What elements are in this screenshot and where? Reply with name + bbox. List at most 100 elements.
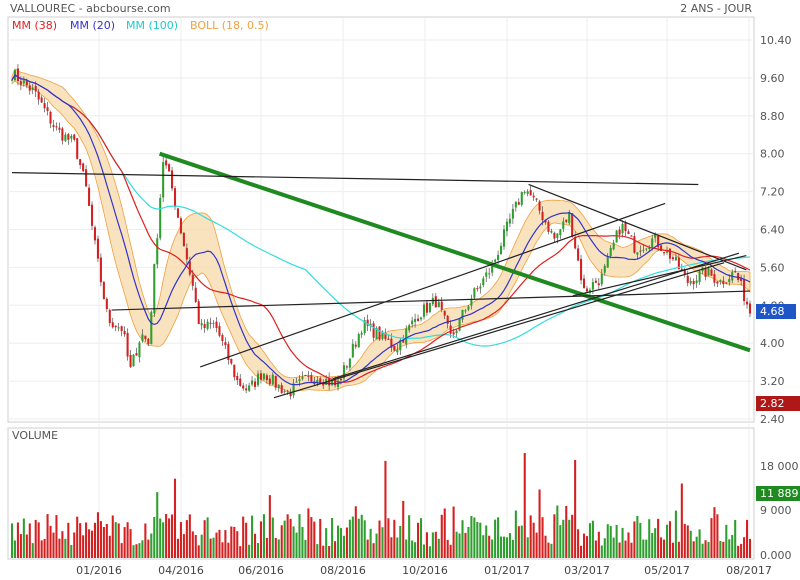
candle-body: [565, 219, 568, 222]
candle-body: [384, 332, 387, 340]
candle-body: [188, 261, 191, 275]
candle-body: [562, 221, 565, 229]
candle-body: [746, 301, 749, 305]
volume-bar: [603, 538, 606, 558]
volume-tick: 0.000: [760, 549, 792, 562]
candle-body: [185, 248, 188, 260]
volume-bar: [437, 538, 440, 558]
trendline: [199, 202, 666, 368]
candle-body: [390, 338, 393, 348]
candle-body: [532, 195, 535, 198]
candle-body: [254, 381, 257, 387]
candle-body: [360, 332, 363, 335]
volume-bar: [197, 545, 200, 558]
volume-bar: [25, 534, 28, 558]
volume-bar: [334, 541, 337, 558]
volume-bar: [150, 533, 153, 558]
candle-body: [251, 380, 254, 385]
volume-bar: [713, 507, 716, 558]
volume-bar: [331, 518, 334, 558]
volume-bar: [336, 525, 340, 558]
volume-bar: [251, 515, 254, 558]
volume-bar: [553, 514, 556, 558]
candle-body: [722, 280, 725, 285]
volume-bar: [434, 531, 437, 558]
candle-body: [274, 375, 277, 388]
candle-body: [713, 274, 716, 283]
volume-bar: [464, 532, 467, 558]
candle-body: [508, 218, 511, 224]
candle-body: [680, 268, 683, 271]
candle-body: [96, 238, 99, 259]
price-axis: 10.40 9.60 8.80 8.00 7.20 6.40 5.60 4.80…: [760, 34, 792, 426]
volume-bar: [52, 532, 55, 558]
volume-bar: [144, 523, 147, 558]
volume-bar: [227, 542, 230, 558]
volume-bar: [422, 544, 426, 558]
volume-bar: [88, 529, 91, 558]
candle-body: [162, 162, 165, 198]
candle-body: [668, 248, 672, 259]
candle-body: [236, 376, 239, 381]
volume-bar: [621, 527, 624, 558]
volume-bar: [310, 517, 313, 558]
candle-body: [743, 279, 746, 301]
volume-bar: [325, 528, 328, 558]
candle-body: [179, 218, 182, 234]
candle-body: [544, 220, 547, 223]
candle-body: [500, 245, 503, 255]
candle-body: [248, 385, 251, 391]
volume-bar: [182, 534, 185, 558]
volume-bar: [176, 538, 180, 558]
volume-panel-frame: [7, 427, 755, 560]
candle-body: [138, 342, 141, 358]
candle-body: [156, 238, 159, 265]
volume-bar: [556, 505, 559, 558]
volume-bar: [286, 514, 289, 558]
candle-body: [153, 264, 156, 314]
candle-body: [479, 286, 482, 289]
candle-body: [334, 379, 337, 386]
candle-body: [55, 126, 58, 128]
candle-body: [372, 323, 375, 338]
volume-bar: [734, 519, 737, 558]
candle-body: [277, 384, 280, 389]
volume-bar: [651, 533, 654, 558]
candle-body: [710, 269, 713, 276]
candle-body: [37, 91, 40, 100]
bollinger-bands: [11, 68, 751, 393]
date-tick: 10/2016: [402, 564, 448, 577]
candle-body: [663, 252, 666, 254]
candle-body: [630, 235, 633, 237]
candle-body: [111, 322, 114, 328]
trendline: [111, 290, 751, 311]
candle-body: [511, 208, 514, 219]
candle-body: [342, 365, 345, 379]
volume-bar: [268, 495, 271, 558]
candle-body: [31, 87, 34, 90]
volume-bar: [135, 544, 138, 558]
candle-body: [674, 256, 677, 261]
candle-body: [132, 354, 135, 367]
candle-body: [197, 301, 200, 324]
candle-body: [194, 287, 197, 302]
volume-bar: [663, 539, 666, 558]
volume-bar: [375, 533, 378, 558]
candle-body: [577, 248, 580, 261]
volume-bar: [428, 546, 431, 558]
candle-body: [28, 85, 31, 91]
volume-bar: [301, 527, 304, 558]
candle-body: [114, 325, 117, 328]
volume-bar: [526, 537, 529, 558]
candle-body: [245, 388, 248, 391]
volume-bar: [743, 537, 746, 558]
volume-bar: [458, 533, 461, 558]
candle-body: [568, 212, 571, 224]
candle-body: [725, 282, 728, 284]
volume-bar: [102, 527, 105, 558]
volume-bar: [645, 539, 648, 558]
candle-body: [600, 273, 603, 285]
candle-body: [671, 257, 674, 260]
volume-bar: [538, 489, 541, 558]
